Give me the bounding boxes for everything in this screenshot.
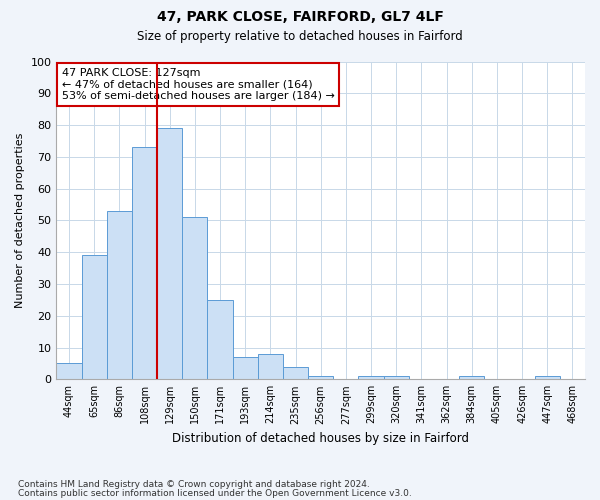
Bar	[233, 357, 258, 380]
Bar	[308, 376, 333, 380]
Bar	[182, 217, 208, 380]
Bar	[459, 376, 484, 380]
Bar	[383, 376, 409, 380]
Y-axis label: Number of detached properties: Number of detached properties	[15, 132, 25, 308]
Text: Contains public sector information licensed under the Open Government Licence v3: Contains public sector information licen…	[18, 488, 412, 498]
Bar	[358, 376, 383, 380]
Bar	[208, 300, 233, 380]
Bar	[107, 211, 132, 380]
Bar	[56, 364, 82, 380]
Bar	[258, 354, 283, 380]
Bar	[157, 128, 182, 380]
Bar	[283, 366, 308, 380]
Bar	[82, 256, 107, 380]
X-axis label: Distribution of detached houses by size in Fairford: Distribution of detached houses by size …	[172, 432, 469, 445]
Bar	[535, 376, 560, 380]
Text: 47, PARK CLOSE, FAIRFORD, GL7 4LF: 47, PARK CLOSE, FAIRFORD, GL7 4LF	[157, 10, 443, 24]
Text: Size of property relative to detached houses in Fairford: Size of property relative to detached ho…	[137, 30, 463, 43]
Text: Contains HM Land Registry data © Crown copyright and database right 2024.: Contains HM Land Registry data © Crown c…	[18, 480, 370, 489]
Text: 47 PARK CLOSE: 127sqm
← 47% of detached houses are smaller (164)
53% of semi-det: 47 PARK CLOSE: 127sqm ← 47% of detached …	[62, 68, 335, 101]
Bar	[132, 148, 157, 380]
